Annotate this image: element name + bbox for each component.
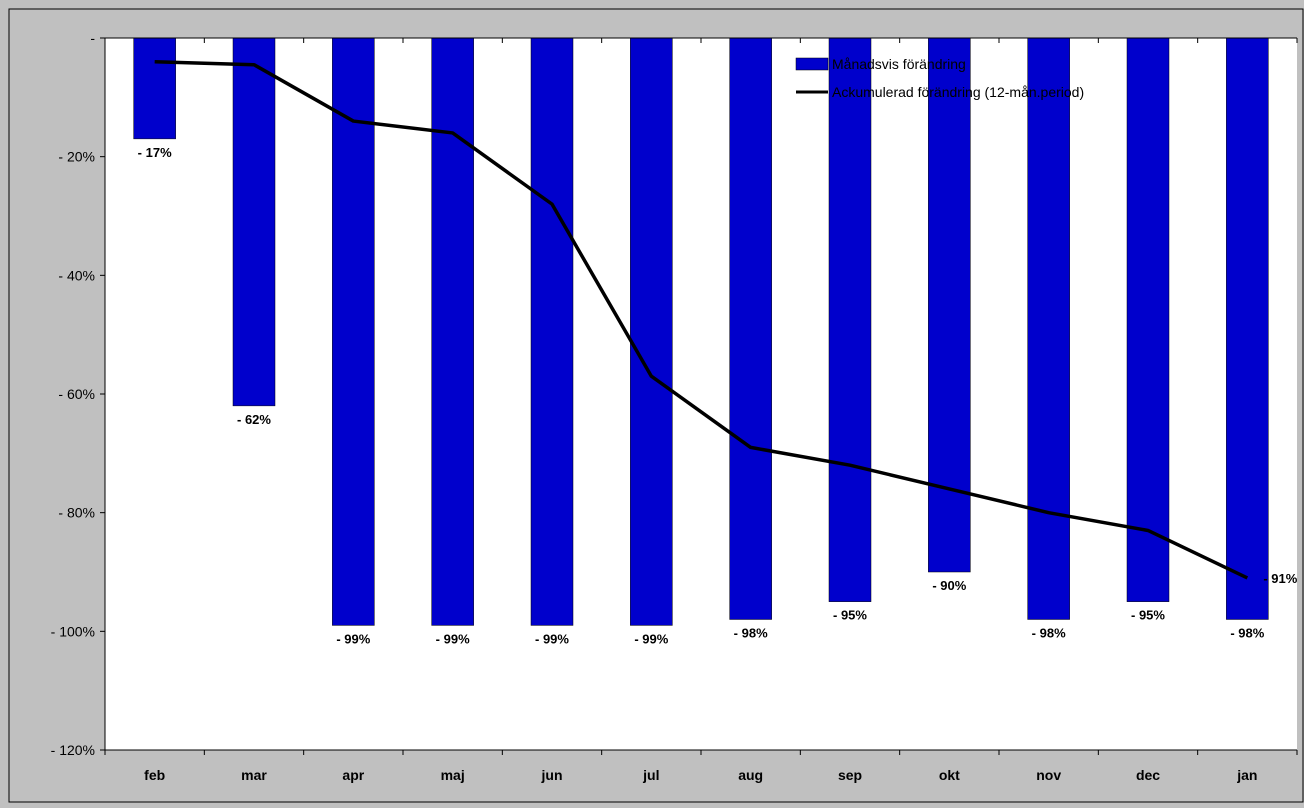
bar-data-label-maj: - 99% [436,631,470,646]
bar-data-label-dec: - 95% [1131,608,1165,623]
plot-area [105,38,1297,750]
bar-mar [232,37,276,407]
line-end-label: - 91% [1263,571,1297,586]
x-category-label-feb: feb [144,767,165,783]
data-labels: - 17% - 62% - 99% - 99% - 99% - 99% - 98% - 95%… [138,145,1298,647]
legend-swatch-bar [795,57,829,71]
bar-data-label-aug: - 98% [734,625,768,640]
bar-feb [133,37,176,140]
bar-jun [530,37,574,626]
x-category-label-apr: apr [342,767,364,783]
bar-data-label-jul: - 99% [634,631,668,646]
bar-data-label-jun: - 99% [535,631,569,646]
bar-data-label-feb: - 17% [138,145,172,160]
legend: Månadsvis förändring Ackumulerad förändr… [795,56,1084,100]
x-category-label-mar: mar [241,767,267,783]
y-tick-label: - 120% [51,742,95,758]
x-category-label-nov: nov [1036,767,1061,783]
x-category-label-okt: okt [939,767,960,783]
y-tick-label: - 80% [58,505,95,521]
bar-data-label-apr: - 99% [336,631,370,646]
line-series [154,59,1249,580]
x-category-label-maj: maj [441,767,465,783]
axes: - - 20% - 40% - 60% - 80% - 100% - 120% feb mar a… [51,30,1298,783]
y-tick-label: - 40% [58,267,95,283]
bar-jan [1226,37,1269,620]
bar-sep [828,37,872,602]
bar-series [133,37,1269,626]
bar-data-label-jan: - 98% [1230,625,1264,640]
bar-data-label-sep: - 95% [833,608,867,623]
bar-apr [332,37,375,626]
bar-aug [729,37,772,620]
bar-data-label-nov: - 98% [1032,625,1066,640]
x-category-label-jun: jun [541,767,563,783]
x-category-label-jul: jul [642,767,659,783]
x-category-label-sep: sep [838,767,862,783]
x-category-label-jan: jan [1236,767,1257,783]
bar-nov [1027,37,1070,620]
line-cumulative [154,59,1249,580]
bar-jul [630,37,673,626]
bar-okt [928,37,971,573]
legend-label-line: Ackumulerad förändring (12-mån.period) [832,84,1084,100]
legend-label-bar: Månadsvis förändring [832,56,966,72]
bar-data-label-okt: - 90% [932,578,966,593]
x-category-label-dec: dec [1136,767,1160,783]
y-tick-label: - 60% [58,386,95,402]
bar-maj [431,37,474,626]
bar-dec [1126,37,1170,602]
y-tick-label: - 20% [58,149,95,165]
y-tick-label: - [90,30,95,46]
x-category-label-aug: aug [738,767,763,783]
bar-data-label-mar: - 62% [237,412,271,427]
y-tick-label: - 100% [51,623,95,639]
